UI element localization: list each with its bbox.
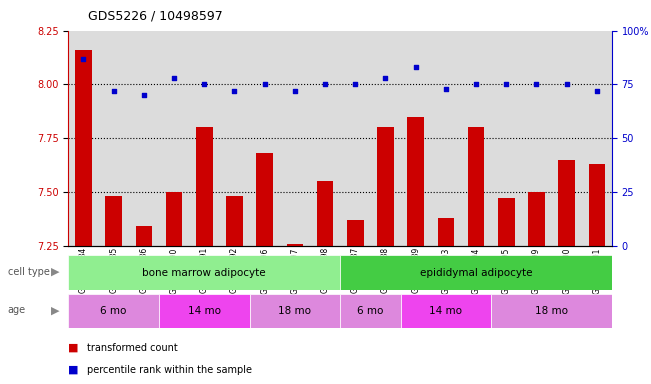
Text: 6 mo: 6 mo [357, 306, 383, 316]
Bar [347, 220, 363, 246]
Bar [498, 199, 514, 246]
Text: 6 mo: 6 mo [100, 306, 127, 316]
Text: 14 mo: 14 mo [187, 306, 221, 316]
Text: percentile rank within the sample: percentile rank within the sample [87, 365, 251, 375]
Bar [491, 294, 612, 328]
Point [290, 88, 300, 94]
Bar [528, 192, 545, 246]
Bar [340, 255, 612, 290]
Text: ■: ■ [68, 365, 79, 375]
Bar [559, 160, 575, 246]
Bar [135, 227, 152, 246]
Bar [589, 164, 605, 246]
Bar [377, 127, 394, 246]
Bar [437, 218, 454, 246]
Text: GDS5226 / 10498597: GDS5226 / 10498597 [88, 10, 223, 23]
Text: ▶: ▶ [51, 305, 59, 315]
Text: 14 mo: 14 mo [430, 306, 462, 316]
Point [78, 56, 89, 62]
Point [501, 81, 512, 88]
Point [229, 88, 240, 94]
Point [441, 86, 451, 92]
Text: bone marrow adipocyte: bone marrow adipocyte [143, 268, 266, 278]
Text: ▶: ▶ [51, 267, 59, 277]
Text: 18 mo: 18 mo [535, 306, 568, 316]
Text: ■: ■ [68, 343, 79, 353]
Point [531, 81, 542, 88]
Bar [467, 127, 484, 246]
Point [350, 81, 361, 88]
Point [260, 81, 270, 88]
Point [410, 64, 421, 70]
Point [592, 88, 602, 94]
Point [169, 75, 179, 81]
Point [199, 81, 210, 88]
Text: epididymal adipocyte: epididymal adipocyte [420, 268, 533, 278]
Text: transformed count: transformed count [87, 343, 177, 353]
Bar [286, 243, 303, 246]
Point [139, 92, 149, 98]
Bar [400, 294, 491, 328]
Bar [256, 153, 273, 246]
Point [109, 88, 119, 94]
Bar [166, 192, 182, 246]
Bar [408, 117, 424, 246]
Bar [226, 196, 243, 246]
Bar [68, 255, 340, 290]
Bar [196, 127, 213, 246]
Text: cell type: cell type [8, 267, 49, 277]
Point [471, 81, 481, 88]
Bar [68, 294, 159, 328]
Bar [159, 294, 249, 328]
Point [380, 75, 391, 81]
Bar [105, 196, 122, 246]
Bar [317, 181, 333, 246]
Point [320, 81, 330, 88]
Bar [249, 294, 340, 328]
Point [561, 81, 572, 88]
Bar [75, 50, 92, 246]
Text: 18 mo: 18 mo [279, 306, 311, 316]
Bar [340, 294, 400, 328]
Text: age: age [8, 305, 26, 315]
